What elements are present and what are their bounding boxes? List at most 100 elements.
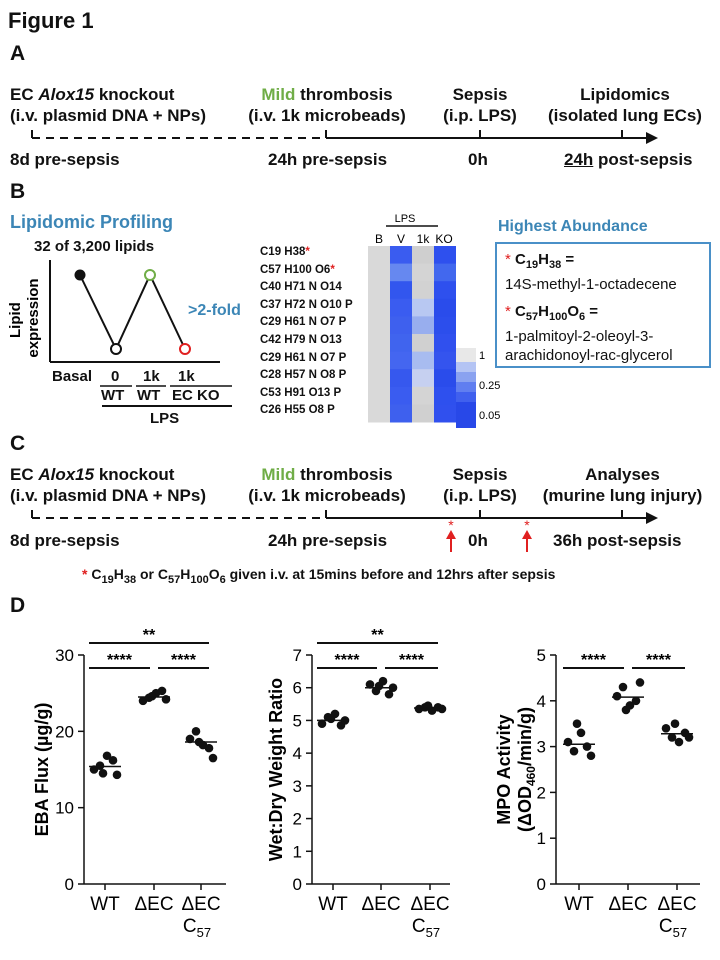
heatmap-cell [390, 316, 412, 335]
data-point [569, 746, 579, 756]
data-point [147, 691, 157, 701]
data-point [384, 689, 394, 699]
heatmap-cell [412, 369, 434, 388]
data-point [674, 737, 684, 747]
y-tick-label: 4 [537, 692, 546, 711]
y-tick-label: 0 [65, 875, 74, 894]
panel-a-time-24h-post: 24h post-sepsis [564, 150, 693, 169]
heatmap-cell [368, 263, 390, 282]
y-tick-label: 3 [293, 777, 302, 796]
heatmap-col-v: V [397, 232, 405, 246]
heatmap-cell [390, 386, 412, 405]
x-tick-label-c: C [659, 916, 673, 937]
heatmap-row-label: C37 H72 N O10 P [260, 298, 353, 311]
x-tick-label-c: C [183, 916, 197, 937]
data-point [635, 678, 645, 687]
profile-point-1k-wt [144, 269, 156, 281]
genotype-wt: WT [101, 387, 125, 404]
data-point [374, 681, 384, 691]
heatmap-lps-label: LPS [395, 213, 416, 225]
abundance-item-2: * C57H100O6 = [505, 303, 599, 323]
heatmap-cells [368, 246, 456, 423]
lipidomic-profiling-title: Lipidomic Profiling [10, 212, 173, 232]
dose-star-2: * [524, 517, 530, 533]
data-point [204, 743, 214, 753]
data-point [208, 753, 218, 763]
panel-c-letter: C [10, 432, 26, 455]
timeline-c-arrowhead [646, 512, 658, 524]
panel-c-label-knockout: EC Alox15 knockout (i.v. plasmid DNA + N… [10, 465, 207, 505]
scale-swatch [456, 382, 476, 392]
heatmap-cell [434, 298, 456, 317]
heatmap-col-b: B [375, 232, 383, 246]
heatmap-cell [368, 386, 390, 405]
scale-label-1: 1 [479, 350, 485, 362]
panel-a-time-24h-pre: 24h pre-sepsis [268, 150, 388, 169]
abundance-name-2: 1-palmitoyl-2-oleoyl-3-arachidonoyl-rac-… [505, 328, 673, 364]
panel-c-time-24h-pre: 24h pre-sepsis [268, 531, 388, 550]
significance-label: **** [107, 652, 133, 669]
panel-c-time-8d: 8d pre-sepsis [10, 531, 120, 550]
genotype-wt: WT [137, 387, 161, 404]
heatmap-cell [412, 386, 434, 405]
x-tick-label-c: C [412, 916, 426, 937]
y-axis-label-sub: 460 [524, 766, 538, 786]
x-tick-label: WT [564, 894, 594, 915]
data-point [684, 733, 694, 742]
panel-c-time-36h-post: 36h post-sepsis [553, 531, 682, 550]
y-tick-label: 2 [537, 783, 546, 802]
x-tick-label: WT [90, 894, 120, 915]
heatmap-row-label: C40 H71 N O14 [260, 281, 342, 294]
x-tick-label-57: 57 [197, 925, 211, 940]
data-point [437, 704, 447, 714]
panel-a-label-thrombosis: Mild thrombosis (i.v. 1k microbeads) [248, 85, 406, 125]
heatmap-cell [390, 351, 412, 370]
heatmap-cell [412, 246, 434, 265]
panel-d-letter: D [10, 594, 26, 617]
y-tick-label: 30 [55, 646, 74, 665]
significance-label: **** [171, 652, 197, 669]
profile-line [79, 272, 186, 352]
abundance-item-1: * C19H38 = [505, 251, 575, 271]
heatmap-cell [434, 334, 456, 353]
y-tick-label: 6 [293, 679, 302, 698]
data-point [365, 680, 375, 689]
x-tick-label-sub: C57 [183, 916, 211, 940]
heatmap-cell [368, 404, 390, 423]
heatmap-cell [390, 334, 412, 353]
xlabel-0: 0 [111, 368, 120, 385]
panel-a-label-lipidomics: Lipidomics (isolated lung ECs) [548, 85, 702, 125]
x-tick-label: WT [318, 894, 348, 915]
scale-swatch [456, 348, 476, 362]
heatmap-cell [434, 369, 456, 388]
heatmap-row-label: C53 H91 O13 P [260, 386, 342, 399]
heatmap-col-ko: KO [435, 232, 452, 246]
panel-a-label-knockout: EC Alox15 knockout (i.v. plasmid DNA + N… [10, 85, 207, 125]
formula-c19: C19H38 = [515, 251, 575, 271]
data-point [317, 719, 327, 728]
x-tick-label-57: 57 [673, 925, 687, 940]
y-tick-label: 1 [537, 829, 546, 848]
heatmap-cell [368, 298, 390, 317]
heatmap-cell [434, 386, 456, 405]
significance-label: **** [581, 652, 607, 669]
heatmap-cell [390, 298, 412, 317]
heatmap-cell [412, 334, 434, 353]
y-tick-label: 20 [55, 722, 74, 741]
heatmap-col-1k: 1k [417, 232, 431, 246]
significance-label: **** [646, 652, 672, 669]
scale-swatch [456, 392, 476, 402]
heatmap-cell [412, 351, 434, 370]
scale-swatch [456, 402, 476, 428]
panel-c-label-thrombosis: Mild thrombosis (i.v. 1k microbeads) [248, 465, 406, 505]
heatmap-row-label: C28 H57 N O8 P [260, 369, 347, 382]
panel-a-letter: A [10, 42, 26, 65]
data-point [667, 733, 677, 742]
profile-point-1k-ko [179, 343, 191, 355]
y-axis-label: MPO Activity(ΔOD460/min/g) [494, 707, 538, 832]
panel-c-footnote: * C19H38 or C57H100O6 given i.v. at 15mi… [82, 566, 556, 586]
y-tick-label: 1 [293, 842, 302, 861]
scale-label-005: 0.05 [479, 410, 500, 422]
